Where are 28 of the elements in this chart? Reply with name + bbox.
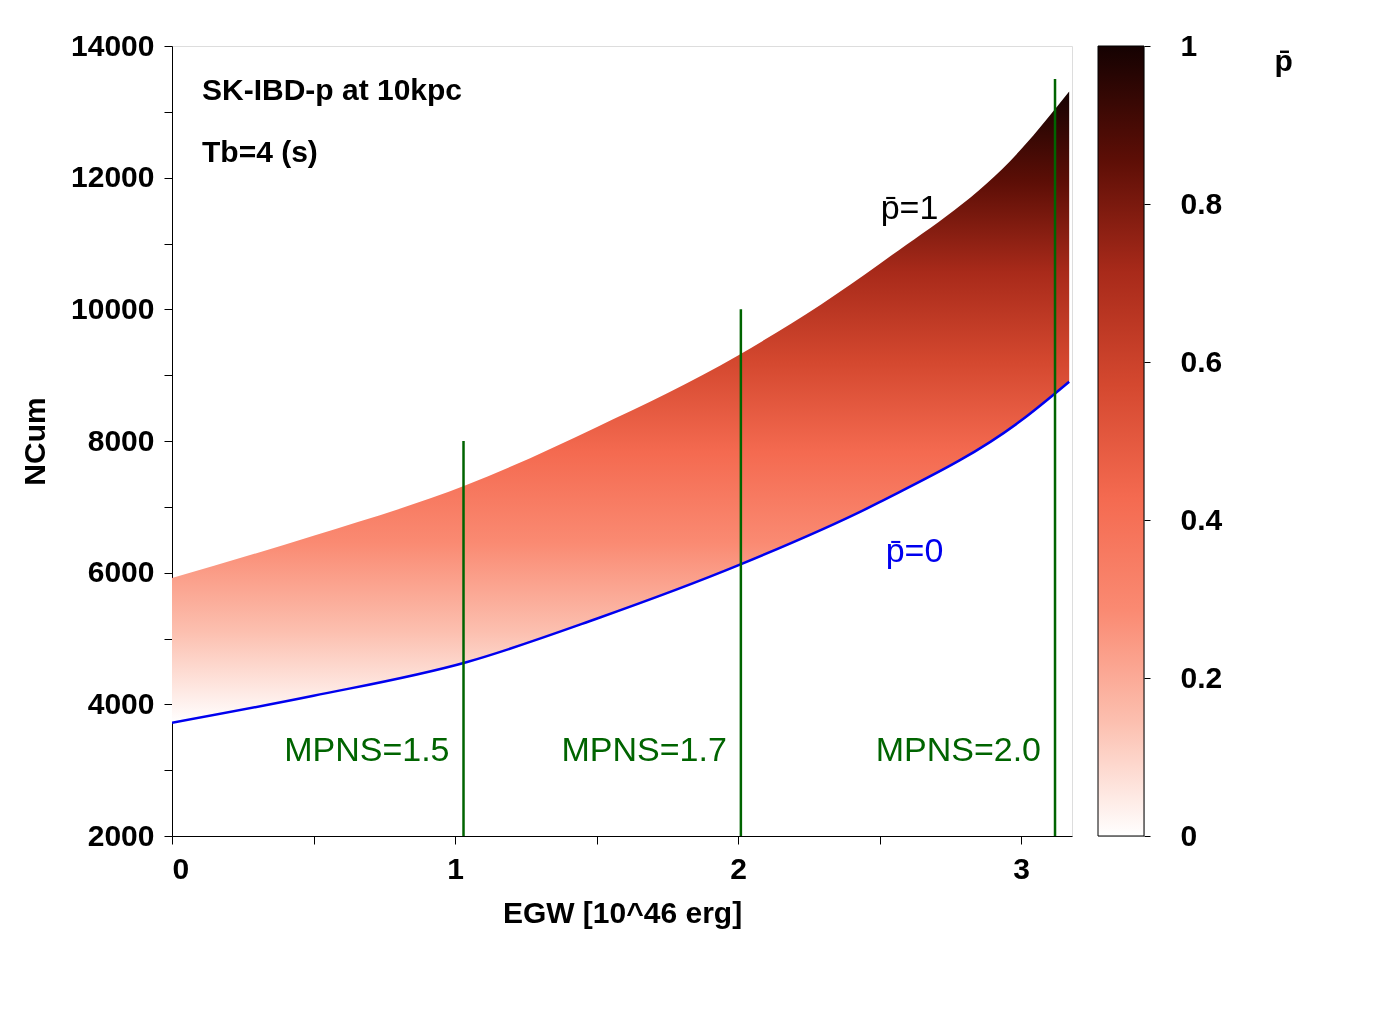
color-bar-label: 0.6 bbox=[1180, 344, 1223, 378]
y-tick-label: 12000 bbox=[71, 160, 155, 194]
x-tick-label: 0 bbox=[172, 851, 190, 885]
x-axis-title: EGW [10^46 erg] bbox=[502, 895, 743, 929]
y-tick-label: 2000 bbox=[87, 818, 155, 852]
y-tick-label: 14000 bbox=[71, 28, 155, 62]
y-tick-label: 6000 bbox=[87, 555, 155, 589]
annotation: SK-IBD-p at 10kpc bbox=[202, 73, 463, 106]
x-tick-label: 2 bbox=[730, 851, 747, 885]
color-bar-label: 0 bbox=[1180, 818, 1198, 852]
color-bar-title: p̄ bbox=[1274, 43, 1293, 77]
y-axis-title: NCum bbox=[18, 397, 52, 486]
color-bar-label: 0.2 bbox=[1180, 660, 1223, 694]
series-label: p̄=1 bbox=[880, 187, 939, 226]
color-bar-label: 1 bbox=[1180, 28, 1198, 62]
color-bar-label: 0.8 bbox=[1180, 186, 1223, 220]
series-label: p̄=0 bbox=[885, 531, 944, 570]
y-tick-label: 10000 bbox=[71, 291, 155, 325]
series-label: MPNS=1.5 bbox=[284, 729, 450, 768]
series-label: MPNS=1.7 bbox=[561, 729, 727, 768]
x-tick-label: 3 bbox=[1013, 851, 1030, 885]
y-tick-label: 8000 bbox=[87, 423, 155, 457]
y-tick-label: 4000 bbox=[87, 686, 155, 720]
series-label: MPNS=2.0 bbox=[875, 729, 1042, 768]
x-tick-label: 1 bbox=[447, 851, 464, 885]
color-bar-label: 0.4 bbox=[1180, 502, 1223, 536]
annotation: Tb=4 (s) bbox=[202, 135, 318, 168]
line-series bbox=[172, 380, 1071, 725]
